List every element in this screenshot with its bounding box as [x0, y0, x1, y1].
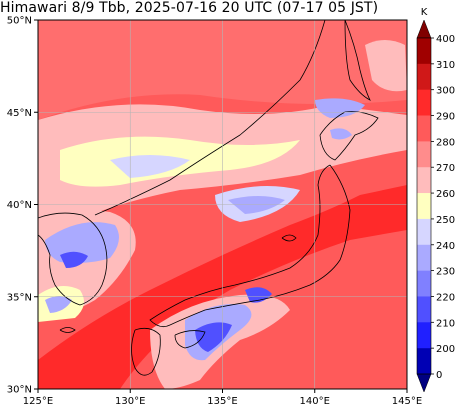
- colorbar: K 400 310 300 290 280 270 260 250 240 230 220 210 20…: [416, 7, 455, 393]
- colorbar-swatch: [417, 63, 431, 90]
- colorbar-tick-label: 310: [436, 60, 455, 71]
- colorbar-outline: [416, 37, 432, 375]
- colorbar-extend-min: [416, 373, 432, 393]
- colorbar-extend-max: [416, 19, 432, 39]
- colorbar-swatch: [417, 296, 431, 323]
- colorbar-tick-label: 210: [436, 318, 455, 329]
- colorbar-tick-label: 0: [436, 370, 442, 381]
- colorbar-swatch: [417, 322, 431, 349]
- colorbar-swatch: [417, 89, 431, 116]
- lat-tick-label: 30°N: [7, 385, 32, 396]
- lon-tick-label: 130°E: [115, 396, 145, 407]
- lon-tick-label: 125°E: [23, 396, 53, 407]
- colorbar-tick-label: 300: [436, 86, 455, 97]
- lat-tick-label: 45°N: [7, 108, 32, 119]
- colorbar-swatch: [417, 115, 431, 142]
- lat-tick-label: 40°N: [7, 200, 32, 211]
- colorbar-swatch: [417, 270, 431, 297]
- axis-ticks: [34, 19, 408, 393]
- lon-tick-label: 140°E: [300, 396, 330, 407]
- coastlines: [38, 20, 379, 376]
- colorbar-tick-label: 290: [436, 112, 455, 123]
- colorbar-tick-label: 280: [436, 137, 455, 148]
- colorbar-tick-label: 250: [436, 215, 455, 226]
- colorbar-unit-label: K: [421, 7, 428, 18]
- colorbar-tick-label: 260: [436, 189, 455, 200]
- colorbar-swatch: [417, 38, 431, 65]
- colorbar-tick-label: 220: [436, 292, 455, 303]
- map-title: Himawari 8/9 Tbb, 2025-07-16 20 UTC (07-…: [0, 0, 379, 16]
- colorbar-swatch: [417, 218, 431, 246]
- colorbar-swatch: [417, 348, 431, 375]
- colorbar-swatch: [417, 193, 431, 220]
- lon-tick-label: 135°E: [207, 396, 237, 407]
- lat-tick-label: 35°N: [7, 292, 32, 303]
- colorbar-swatch: [417, 244, 431, 271]
- colorbar-swatch: [417, 167, 431, 194]
- colorbar-swatches: [416, 19, 432, 393]
- lat-tick-label: 50°N: [7, 16, 32, 27]
- colorbar-tick-label: 200: [436, 344, 455, 355]
- lon-tick-label: 145°E: [392, 396, 422, 407]
- colorbar-swatch: [417, 141, 431, 168]
- colorbar-tick-label: 240: [436, 241, 455, 252]
- colorbar-tick-labels: 400 310 300 290 280 270 260 250 240 230 220 210 200 0: [431, 34, 455, 381]
- gridlines: [38, 20, 407, 389]
- colorbar-tick-label: 270: [436, 163, 455, 174]
- colorbar-tick-label: 400: [436, 34, 455, 45]
- colorbar-tick-label: 230: [436, 267, 455, 278]
